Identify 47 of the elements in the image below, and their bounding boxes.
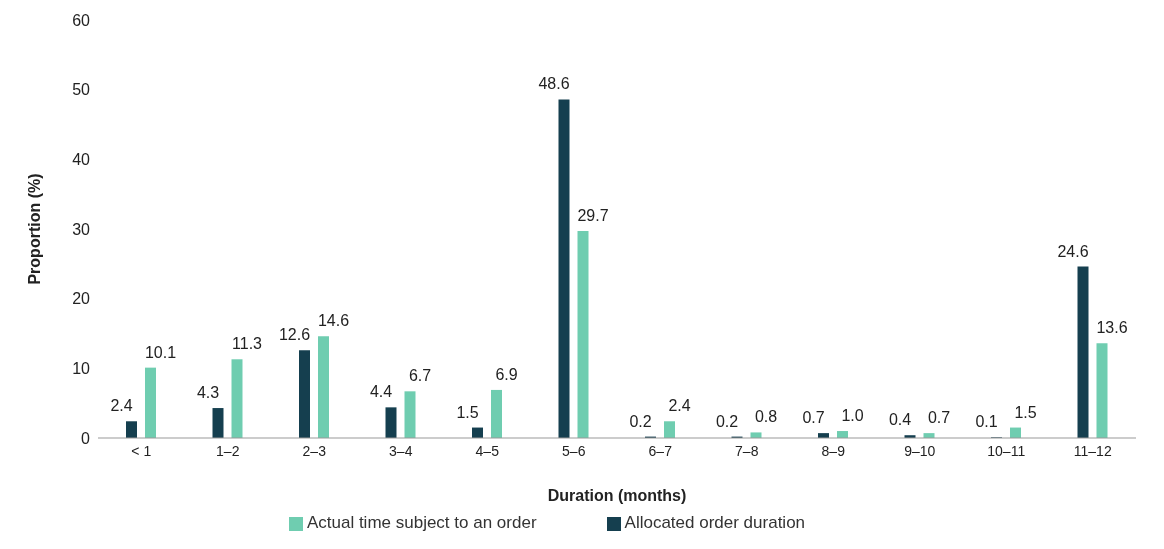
legend-label: Allocated order duration [624,513,806,532]
data-label: 10.1 [144,343,177,361]
data-label: 6.7 [408,367,432,385]
y-axis-title: Proportion (%) [25,173,43,285]
data-label: 0.1 [975,413,998,431]
data-label: 24.6 [1057,242,1089,260]
data-label: 1.5 [1014,403,1037,421]
y-tick-label: 60 [72,11,91,29]
y-tick-label: 30 [72,220,91,238]
x-tick-label: < 1 [131,442,152,459]
data-label: 14.6 [317,312,350,330]
x-tick-label: 4–5 [475,442,500,459]
y-tick-label: 10 [72,360,91,378]
x-tick-label: 11–12 [1073,442,1112,459]
x-tick-label: 9–10 [904,442,936,459]
data-label: 6.9 [495,365,518,383]
y-tick-label: 40 [72,151,91,169]
data-label: 11.3 [232,335,263,353]
data-label: 0.2 [629,412,652,430]
data-label: 13.6 [1096,319,1128,337]
y-tick-label: 20 [72,290,91,308]
x-tick-label: 3–4 [389,442,413,459]
y-tick-label: 0 [81,429,91,447]
data-label: 0.2 [715,412,739,430]
data-label: 48.6 [538,75,570,93]
data-label: 1.5 [456,403,479,421]
data-label: 29.7 [577,207,609,225]
x-tick-label: 1–2 [216,442,240,459]
data-label: 2.4 [668,397,691,415]
x-tick-label: 5–6 [562,442,586,459]
data-label: 1.0 [841,407,864,425]
x-tick-label: 10–11 [987,442,1026,459]
data-label: 0.7 [927,409,951,427]
data-label: 4.3 [196,384,220,402]
data-label: 4.4 [369,383,393,401]
data-label: 0.7 [802,409,825,427]
data-label: 2.4 [110,397,133,415]
legend-label: Actual time subject to an order [306,513,537,532]
data-label: 12.6 [278,326,311,344]
x-tick-label: 6–7 [648,442,673,459]
data-label: 0.8 [754,408,778,426]
x-tick-label: 2–3 [302,442,327,459]
x-tick-label: 8–9 [821,442,846,459]
x-axis-title: Duration (months) [547,487,687,504]
y-tick-label: 50 [72,81,91,99]
data-label: 0.4 [888,411,912,429]
x-tick-label: 7–8 [735,442,759,459]
